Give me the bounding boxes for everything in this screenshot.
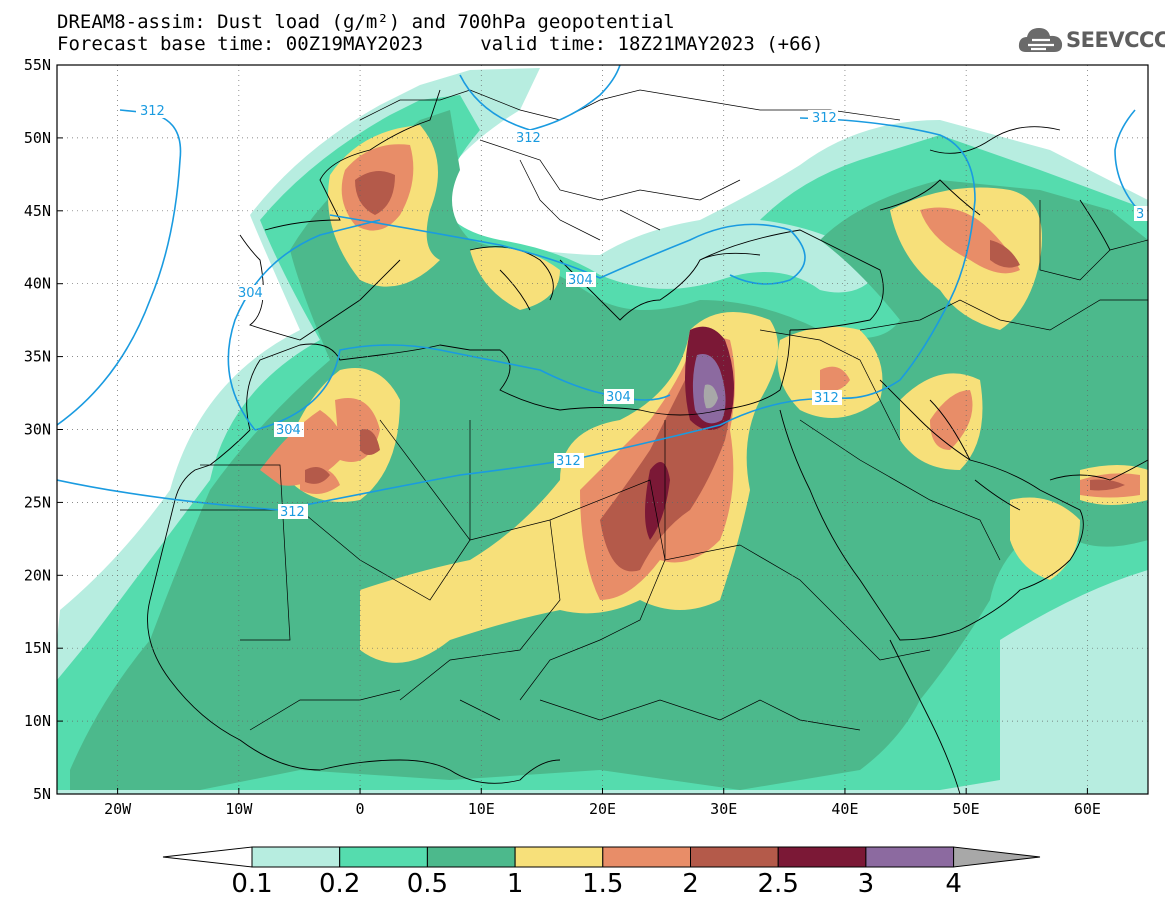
colorbar-label: 4 xyxy=(945,869,962,899)
colorbar-under-triangle xyxy=(162,846,253,868)
map-title: DREAM8-assim: Dust load (g/m²) and 700hP… xyxy=(57,11,675,33)
lat-tick-label: 55N xyxy=(24,56,51,74)
colorbar-label: 0.2 xyxy=(319,869,360,899)
lat-tick-label: 40N xyxy=(24,275,51,293)
lat-tick-label: 5N xyxy=(33,785,51,803)
lon-tick-label: 0 xyxy=(356,800,365,818)
lat-tick-label: 20N xyxy=(24,566,51,584)
contour-312-east xyxy=(799,117,976,399)
colorbar-segment xyxy=(777,846,867,868)
lon-tick-label: 10E xyxy=(468,800,495,818)
lat-tick-label: 15N xyxy=(24,639,51,657)
contour-labels: 312 312 312 304 304 304 304 312 312 312 … xyxy=(136,103,1148,520)
contour-label: 312 xyxy=(516,131,541,146)
contour-label: 3 xyxy=(1136,207,1144,222)
country-borders xyxy=(180,89,1148,731)
contour-312-north xyxy=(459,65,621,131)
lat-tick-label: 30N xyxy=(24,421,51,439)
lon-tick-label: 30E xyxy=(710,800,737,818)
longitude-axis: 20W 10W 0 10E 20E 30E 40E 50E 60E xyxy=(104,788,1101,818)
contour-312-west xyxy=(57,109,182,426)
gridlines xyxy=(57,65,1148,794)
logo-text: SEEVCCC xyxy=(1066,28,1165,52)
lon-tick-label: 60E xyxy=(1074,800,1101,818)
dust-load-colorbar: 0.1 0.2 0.5 1 1.5 2 2.5 3 4 xyxy=(162,846,1041,899)
cloud-logo-icon xyxy=(1018,28,1063,52)
dust-above-4-region xyxy=(703,384,718,409)
lat-tick-label: 25N xyxy=(24,493,51,511)
colorbar-segment xyxy=(690,846,779,868)
colorbar-label: 3 xyxy=(858,869,875,899)
contour-label: 312 xyxy=(280,505,305,520)
geopotential-contours xyxy=(57,65,1148,511)
contour-label: 304 xyxy=(568,273,593,288)
lat-tick-label: 10N xyxy=(24,712,51,730)
forecast-time-subtitle: Forecast base time: 00Z19MAY2023 valid t… xyxy=(57,33,824,55)
colorbar-label: 2 xyxy=(682,869,699,899)
contour-304-med xyxy=(329,214,806,285)
contour-label: 304 xyxy=(276,423,301,438)
map-plot-area: 312 312 312 304 304 304 304 312 312 312 … xyxy=(57,65,1148,794)
lon-tick-label: 50E xyxy=(953,800,980,818)
lat-tick-label: 45N xyxy=(24,202,51,220)
colorbar-over-triangle xyxy=(953,846,1041,868)
contour-label: 304 xyxy=(606,390,631,405)
colorbar-label: 1.5 xyxy=(582,869,623,899)
colorbar-segment xyxy=(251,846,341,868)
seevccc-logo: SEEVCCC xyxy=(1018,24,1165,58)
contour-label: 304 xyxy=(238,286,263,301)
lon-tick-label: 10W xyxy=(225,800,253,818)
lon-tick-label: 20W xyxy=(104,800,132,818)
contour-312-far-east xyxy=(1114,109,1148,221)
contour-label: 312 xyxy=(814,391,839,406)
colorbar-segment xyxy=(514,846,604,868)
lat-tick-label: 50N xyxy=(24,129,51,147)
colorbar-segment xyxy=(865,846,955,868)
colorbar-segment xyxy=(426,846,516,868)
latitude-axis: 55N 50N 45N 40N 35N 30N 25N 20N 15N 10N 5N xyxy=(24,56,63,803)
colorbar-label: 1 xyxy=(507,869,524,899)
lon-tick-label: 40E xyxy=(831,800,858,818)
coastlines xyxy=(147,89,1148,794)
contour-312-south xyxy=(57,397,841,511)
contour-label: 312 xyxy=(812,111,837,126)
colorbar-segment xyxy=(339,846,428,868)
contour-304-west xyxy=(227,219,381,431)
contour-label: 312 xyxy=(140,104,165,119)
lat-tick-label: 35N xyxy=(24,348,51,366)
contour-label: 312 xyxy=(556,454,581,469)
colorbar-label: 0.5 xyxy=(407,869,448,899)
lon-tick-label: 20E xyxy=(589,800,616,818)
colorbar-segment xyxy=(602,846,691,868)
colorbar-label: 2.5 xyxy=(758,869,799,899)
colorbar-label: 0.1 xyxy=(231,869,272,899)
